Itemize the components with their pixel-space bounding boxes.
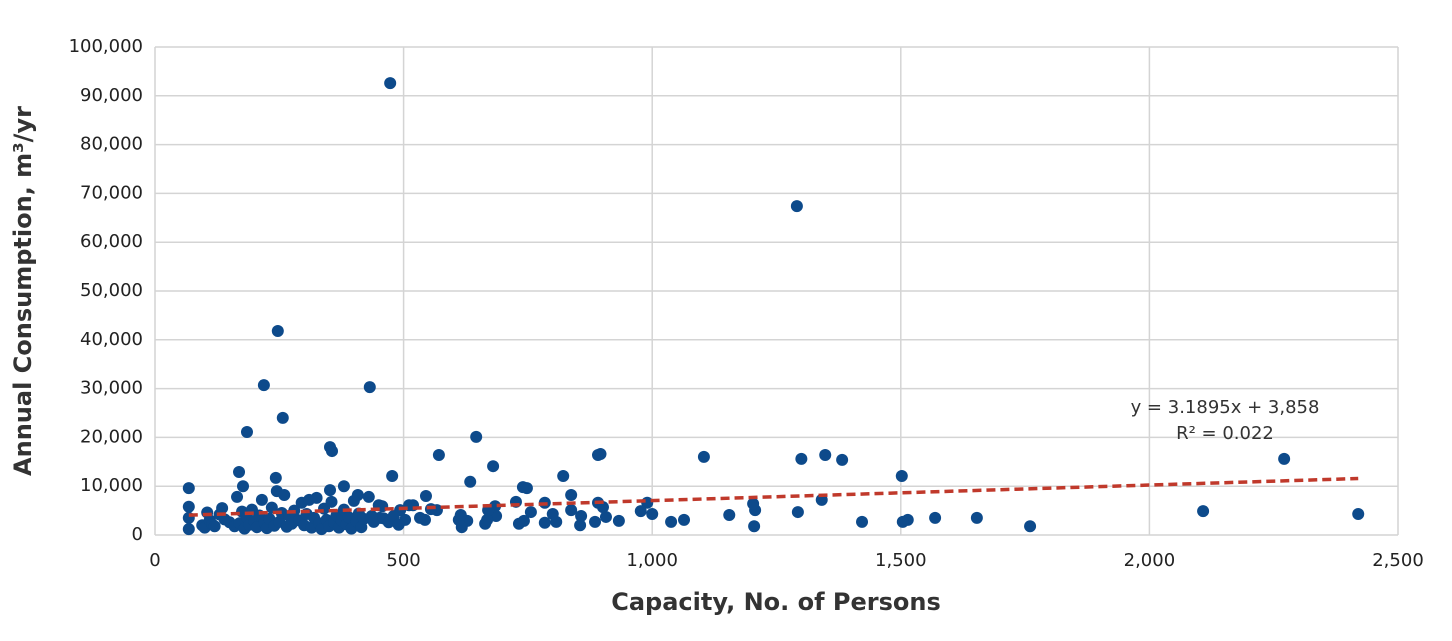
- point: [237, 480, 250, 493]
- point: [324, 484, 337, 497]
- trend-r-squared: R² = 0.022: [1176, 423, 1274, 444]
- y-tick-label: 0: [132, 524, 143, 545]
- point: [790, 200, 803, 213]
- point: [748, 520, 761, 533]
- point: [386, 469, 399, 482]
- point: [414, 511, 427, 524]
- point: [182, 482, 195, 495]
- point: [565, 488, 578, 501]
- point: [384, 77, 397, 90]
- trendline: [188, 476, 1359, 517]
- point: [255, 493, 268, 506]
- point: [634, 505, 647, 518]
- point: [836, 453, 849, 466]
- point: [599, 510, 612, 523]
- point: [182, 523, 195, 536]
- point: [231, 490, 244, 503]
- point: [479, 517, 492, 530]
- y-tick-label: 90,000: [80, 85, 143, 106]
- point: [337, 480, 350, 493]
- y-tick-label: 70,000: [80, 182, 143, 203]
- x-tick-label: 0: [149, 550, 160, 571]
- y-tick-label: 80,000: [80, 134, 143, 155]
- point: [723, 508, 736, 521]
- point: [896, 515, 909, 528]
- y-tick-label: 60,000: [80, 231, 143, 252]
- point: [357, 512, 370, 525]
- point: [747, 497, 760, 510]
- point: [182, 500, 195, 513]
- point: [432, 448, 445, 461]
- y-tick-label: 40,000: [80, 329, 143, 350]
- point: [895, 469, 908, 482]
- point: [310, 491, 323, 504]
- point: [575, 509, 588, 522]
- point: [392, 518, 405, 531]
- point: [546, 508, 559, 521]
- point: [208, 520, 221, 533]
- point: [516, 481, 529, 494]
- point: [594, 447, 607, 460]
- y-axis-title: Annual Consumption, m³/yr: [9, 106, 37, 476]
- point: [1024, 520, 1037, 533]
- point: [970, 511, 983, 524]
- trend-equation: y = 3.1895x + 3,858: [1131, 397, 1320, 418]
- point: [1197, 505, 1210, 518]
- point: [565, 504, 578, 517]
- point: [538, 516, 551, 529]
- point: [612, 514, 625, 527]
- point: [646, 508, 659, 521]
- point: [596, 501, 609, 514]
- point: [574, 519, 587, 532]
- point: [1352, 508, 1365, 521]
- y-tick-label: 20,000: [80, 426, 143, 447]
- grid: [154, 46, 1399, 536]
- point: [276, 411, 289, 424]
- point: [795, 452, 808, 465]
- point: [819, 448, 832, 461]
- y-tick-label: 50,000: [80, 280, 143, 301]
- point: [1278, 452, 1291, 465]
- point: [387, 509, 400, 522]
- marks: [182, 77, 1365, 536]
- point: [362, 490, 375, 503]
- x-tick-label: 1,500: [875, 550, 927, 571]
- point: [524, 506, 537, 519]
- point: [678, 513, 691, 526]
- point: [233, 466, 246, 479]
- point: [557, 469, 570, 482]
- point: [697, 450, 710, 463]
- x-axis-title: Capacity, No. of Persons: [611, 588, 941, 616]
- point: [216, 502, 229, 515]
- point: [512, 517, 525, 530]
- point: [929, 511, 942, 524]
- point: [325, 495, 338, 508]
- y-tick-label: 100,000: [69, 36, 143, 57]
- x-tick-label: 2,000: [1124, 550, 1176, 571]
- point: [487, 460, 500, 473]
- point: [464, 475, 477, 488]
- point: [856, 515, 869, 528]
- point: [454, 508, 467, 521]
- point: [363, 381, 376, 394]
- point: [271, 325, 284, 338]
- x-tick-label: 2,500: [1372, 550, 1424, 571]
- point: [419, 489, 432, 502]
- point: [791, 506, 804, 519]
- point: [257, 379, 270, 392]
- x-tick-label: 1,000: [626, 550, 678, 571]
- point: [665, 515, 678, 528]
- point: [470, 430, 483, 443]
- point: [589, 515, 602, 528]
- point: [367, 515, 380, 528]
- point: [240, 426, 253, 439]
- point: [347, 494, 360, 507]
- point: [278, 488, 291, 501]
- y-tick-label: 30,000: [80, 378, 143, 399]
- point: [326, 445, 339, 458]
- point: [269, 471, 282, 484]
- x-tick-label: 500: [386, 550, 420, 571]
- y-tick-label: 10,000: [80, 475, 143, 496]
